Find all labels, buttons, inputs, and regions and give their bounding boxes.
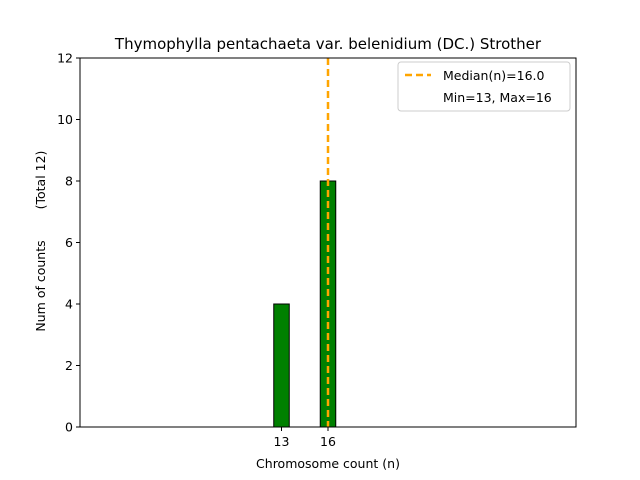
y-axis-total-label: (Total 12) <box>33 151 48 210</box>
legend-median-label: Median(n)=16.0 <box>443 68 544 83</box>
y-tick-label-8: 8 <box>65 174 73 189</box>
chart-title: Thymophylla pentachaeta var. belenidium … <box>114 35 542 53</box>
y-tick-label-6: 6 <box>65 235 73 250</box>
y-axis: 0 2 4 6 8 10 12 <box>57 51 80 435</box>
legend-range-label: Min=13, Max=16 <box>443 90 552 105</box>
y-axis-label: Num of counts <box>33 240 48 331</box>
y-tick-label-4: 4 <box>65 297 73 312</box>
bar-13 <box>273 303 290 428</box>
legend-box <box>397 61 571 112</box>
y-tick-label-0: 0 <box>65 420 73 435</box>
bars <box>273 180 337 428</box>
y-tick-label-12: 12 <box>57 51 73 66</box>
x-tick-label-13: 13 <box>274 434 290 449</box>
y-tick-label-2: 2 <box>65 358 73 373</box>
x-axis-label: Chromosome count (n) <box>256 456 400 471</box>
x-tick-label-16: 16 <box>320 434 336 449</box>
plot-area <box>79 57 577 428</box>
legend: Median(n)=16.0 Min=13, Max=16 <box>397 61 571 112</box>
x-axis: 13 16 <box>274 427 336 449</box>
y-tick-label-10: 10 <box>57 112 73 127</box>
